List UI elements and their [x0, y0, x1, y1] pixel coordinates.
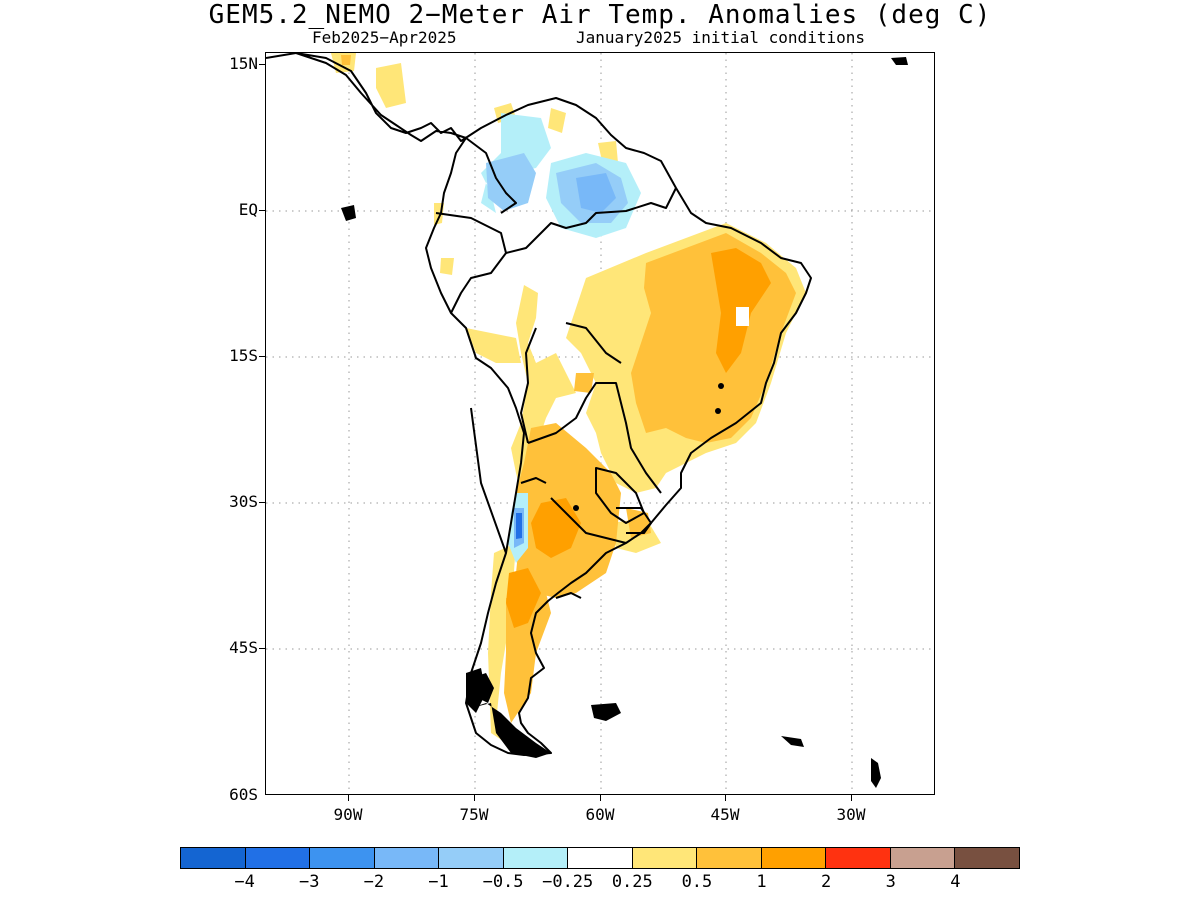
anomaly-shading-neg-2 — [516, 513, 522, 539]
colorbar-label: −2 — [363, 872, 385, 892]
lat-label-eq: EQ — [238, 200, 258, 219]
anomaly-shading-1 — [506, 248, 771, 628]
lon-label-45w: 45W — [710, 805, 740, 824]
lat-label-45s: 45S — [229, 638, 258, 657]
colorbar-cell — [632, 848, 698, 868]
colorbar-cell — [761, 848, 827, 868]
islands — [341, 57, 908, 788]
lon-tick — [474, 795, 475, 801]
colorbar-cell — [245, 848, 311, 868]
colorbar-label: 0.5 — [681, 872, 713, 892]
colorbar-cell — [503, 848, 569, 868]
coastlines — [266, 53, 812, 756]
colorbar-label: 0.25 — [611, 872, 653, 892]
colorbar-cell — [890, 848, 956, 868]
colorbar-cell — [310, 848, 375, 868]
lat-label-30s: 30S — [229, 492, 258, 511]
lat-tick — [259, 648, 265, 649]
colorbar-label: −4 — [234, 872, 255, 892]
colorbar-cell — [374, 848, 440, 868]
lon-label-30w: 30W — [836, 805, 866, 824]
lat-tick — [259, 210, 265, 211]
lat-tick — [259, 502, 265, 503]
colorbar-label: 2 — [821, 872, 832, 892]
forecast-period: Feb2025−Apr2025 — [312, 28, 457, 47]
colorbar-label: −1 — [428, 872, 449, 892]
lon-tick — [851, 795, 852, 801]
colorbar-cell — [955, 848, 1019, 868]
colorbar-cell — [697, 848, 762, 868]
lat-label-15s: 15S — [229, 346, 258, 365]
lon-tick — [600, 795, 601, 801]
colorbar-cell — [568, 848, 633, 868]
colorbar-label: 1 — [756, 872, 767, 892]
colorbar-cell — [826, 848, 891, 868]
colorbar-cell — [181, 848, 246, 868]
lat-label-60s: 60S — [229, 785, 258, 804]
lon-tick — [348, 795, 349, 801]
lon-label-60w: 60W — [585, 805, 615, 824]
map-svg — [266, 53, 934, 794]
no-anomaly-patch — [736, 307, 749, 326]
anomaly-map — [265, 52, 935, 795]
initial-conditions: January2025 initial conditions — [576, 28, 865, 47]
lat-tick — [259, 64, 265, 65]
colorbar-cell — [439, 848, 504, 868]
lon-label-90w: 90W — [333, 805, 363, 824]
lat-label-15n: 15N — [229, 54, 258, 73]
lon-tick — [725, 795, 726, 801]
colorbar — [180, 847, 1020, 869]
colorbar-label: 4 — [950, 872, 961, 892]
lon-label-75w: 75W — [459, 805, 489, 824]
lat-tick — [259, 356, 265, 357]
colorbar-label: 3 — [885, 872, 896, 892]
colorbar-label: −3 — [298, 872, 320, 892]
colorbar-label: −0.5 — [482, 872, 524, 892]
colorbar-label: −0.25 — [542, 872, 594, 892]
map-title: GEM5.2_NEMO 2−Meter Air Temp. Anomalies … — [208, 0, 992, 30]
